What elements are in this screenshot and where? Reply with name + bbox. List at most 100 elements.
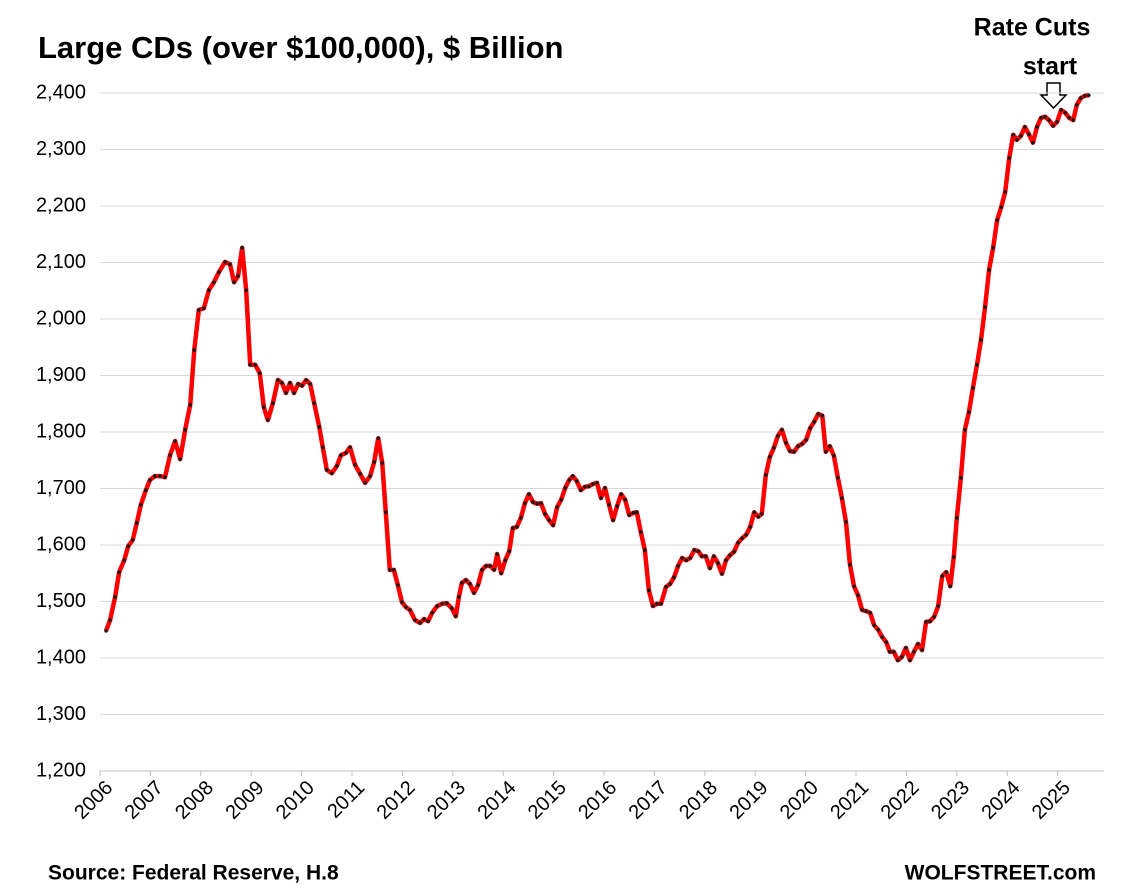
point <box>358 472 362 476</box>
point <box>623 498 627 502</box>
point <box>940 574 945 578</box>
point <box>971 386 975 390</box>
point <box>228 262 232 266</box>
y-tick-label: 1,800 <box>36 420 86 442</box>
point <box>704 554 708 559</box>
point <box>987 268 991 272</box>
point <box>916 642 920 646</box>
y-tick-label: 2,000 <box>36 307 86 329</box>
annotation: start <box>1023 53 1078 81</box>
point <box>696 549 701 554</box>
point <box>503 558 508 563</box>
point <box>555 505 559 509</box>
point <box>288 381 292 385</box>
point <box>1027 132 1031 137</box>
point <box>948 584 953 589</box>
point <box>348 445 352 450</box>
point <box>148 478 152 482</box>
point <box>122 558 126 563</box>
point <box>266 418 270 422</box>
point <box>872 623 876 628</box>
point <box>752 510 757 515</box>
point <box>144 488 148 492</box>
point <box>712 554 716 559</box>
point <box>1035 125 1039 129</box>
point <box>212 280 216 285</box>
point <box>400 600 404 604</box>
point <box>772 446 776 450</box>
point <box>488 564 492 568</box>
point <box>583 485 587 489</box>
point <box>611 518 615 522</box>
point <box>271 401 275 405</box>
point <box>740 536 744 541</box>
point <box>183 427 187 432</box>
point <box>928 619 932 624</box>
point <box>139 503 143 507</box>
point <box>108 618 112 622</box>
point <box>422 617 426 621</box>
point <box>484 564 488 568</box>
point <box>1007 156 1012 160</box>
point <box>587 484 591 489</box>
point <box>979 338 983 342</box>
point <box>688 556 693 560</box>
point <box>991 246 995 250</box>
line <box>103 93 1090 663</box>
point <box>627 513 632 517</box>
point <box>724 558 728 563</box>
point <box>126 544 131 548</box>
point <box>196 308 201 312</box>
point <box>499 571 503 576</box>
point <box>188 403 193 407</box>
point <box>631 510 636 515</box>
point <box>808 426 812 430</box>
point <box>476 583 480 587</box>
point <box>1063 110 1067 115</box>
point <box>574 479 579 483</box>
point <box>756 514 761 519</box>
point <box>244 288 248 292</box>
point <box>117 570 121 574</box>
point <box>995 218 999 222</box>
point <box>651 604 655 608</box>
point <box>257 371 262 376</box>
point <box>944 570 949 574</box>
point <box>464 578 468 582</box>
point <box>134 521 139 525</box>
point <box>363 481 367 485</box>
point <box>708 566 712 570</box>
point <box>492 568 496 572</box>
point <box>1071 118 1076 122</box>
point <box>599 496 603 500</box>
point <box>408 608 412 612</box>
point <box>804 438 808 442</box>
point <box>450 606 454 611</box>
point <box>217 270 221 274</box>
point <box>523 501 527 505</box>
point <box>983 305 987 309</box>
point <box>539 501 543 505</box>
point <box>788 449 792 454</box>
point <box>192 348 197 352</box>
point <box>720 572 724 576</box>
point <box>308 382 312 386</box>
point <box>655 601 659 606</box>
point <box>975 362 979 367</box>
point <box>892 649 896 654</box>
point <box>664 585 668 589</box>
point <box>368 474 372 478</box>
point <box>510 526 515 530</box>
point <box>868 611 872 615</box>
point <box>296 382 300 386</box>
point <box>304 378 308 382</box>
point <box>153 474 157 478</box>
point <box>507 549 512 554</box>
point <box>292 391 296 395</box>
y-tick-label: 2,100 <box>36 251 86 273</box>
point <box>312 401 317 405</box>
point <box>884 640 889 644</box>
point <box>759 512 764 516</box>
point <box>999 205 1003 209</box>
point <box>454 614 458 618</box>
